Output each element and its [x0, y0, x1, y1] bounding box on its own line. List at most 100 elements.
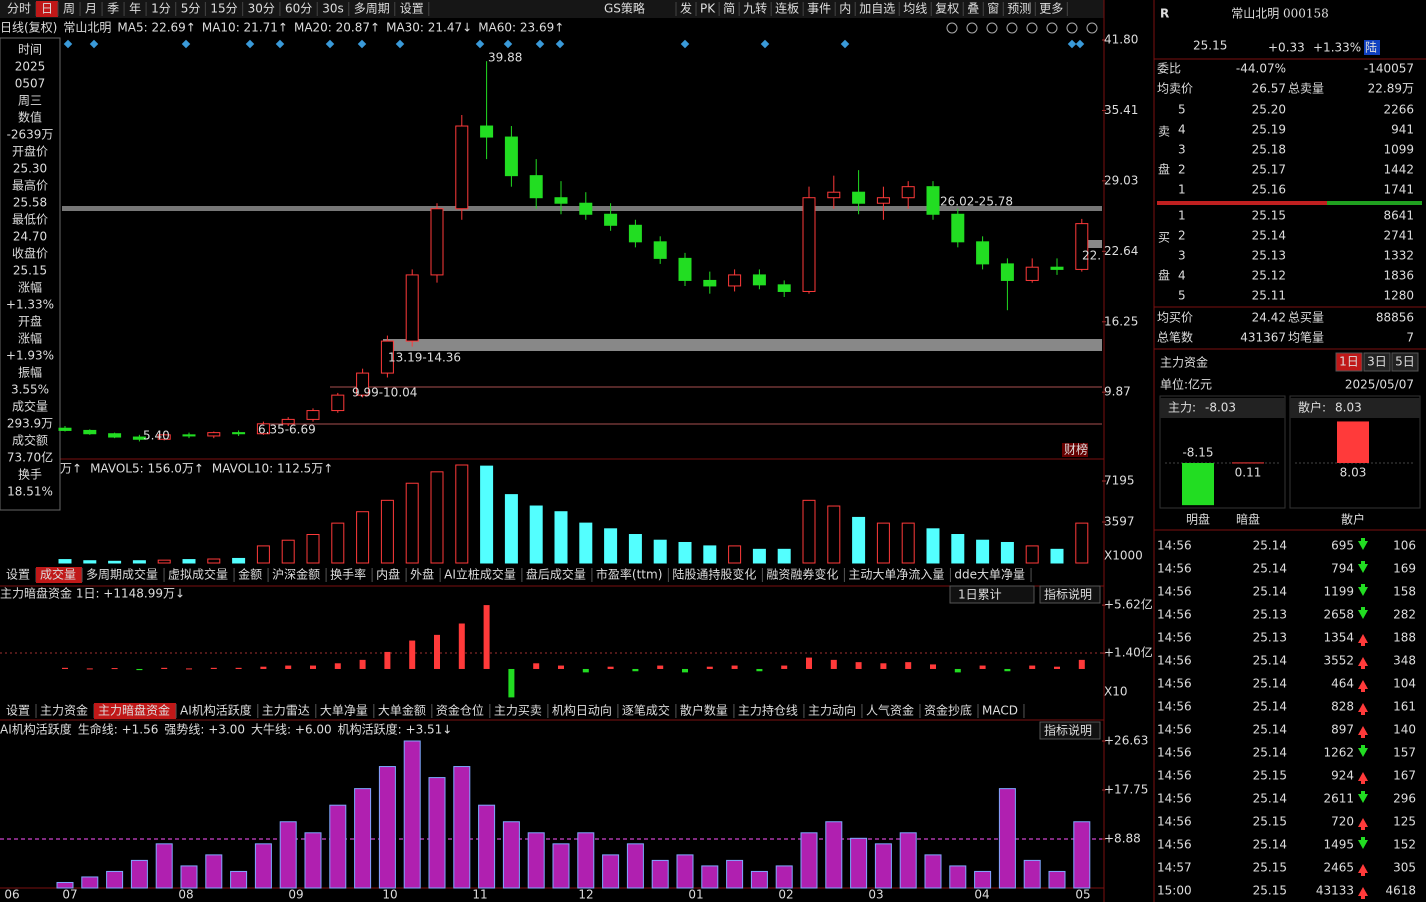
capital-bar-name: 明盘 [1186, 512, 1210, 527]
indicator-tab[interactable]: 陆股通持股变化 [672, 567, 756, 582]
indicator-tab[interactable]: 设置 [6, 704, 30, 718]
indicator-tab[interactable]: 多周期成交量 [86, 567, 158, 582]
indicator-tab[interactable]: 主力买卖 [494, 704, 542, 718]
chart-tool-icon[interactable] [1066, 22, 1078, 34]
indicator-tab[interactable]: 金额 [238, 567, 262, 582]
period-tab[interactable]: 30s [322, 2, 344, 16]
help-label[interactable]: 指标说明 [1044, 587, 1092, 602]
trade-price: 25.14 [1253, 654, 1287, 668]
capital-tab[interactable] [1391, 352, 1419, 372]
tool-button[interactable]: 窗 [987, 2, 999, 16]
help-label[interactable]: 指标说明 [1044, 723, 1092, 738]
tool-button[interactable]: PK [700, 2, 716, 16]
strategy-select[interactable]: GS策略 [604, 1, 645, 16]
indicator-tab[interactable]: 融资融券变化 [766, 567, 838, 582]
tool-button[interactable]: 加自选 [859, 2, 895, 16]
period-tab[interactable]: 周 [63, 2, 75, 16]
stock-title: 常山北明 000158 [1231, 7, 1329, 21]
capital-tab-label[interactable]: 5日 [1395, 355, 1415, 369]
indicator-tab[interactable]: 内盘 [376, 567, 400, 582]
capital-tab[interactable] [1363, 352, 1391, 372]
chart-tool-icon[interactable] [1026, 22, 1038, 34]
tool-button[interactable]: 事件 [807, 2, 831, 16]
indicator-tab[interactable]: 人气资金 [866, 703, 914, 718]
indicator-tab[interactable]: 散户数量 [680, 703, 728, 718]
chart-tool-icon[interactable] [1046, 22, 1058, 34]
indicator-tab[interactable]: AI机构活跃度 [180, 703, 252, 718]
period-tab[interactable]: 分时 [7, 2, 31, 16]
period-tab[interactable]: 5分 [181, 2, 201, 16]
ai-bar [998, 788, 1016, 889]
tool-button[interactable]: 简 [723, 2, 735, 16]
indicator-tab[interactable]: 大单金额 [378, 703, 426, 718]
period-tab[interactable]: 60分 [285, 2, 312, 16]
indicator-tab[interactable]: 资金抄底 [924, 703, 972, 718]
capital-tab[interactable] [1335, 352, 1363, 372]
indicator-tab[interactable]: 设置 [6, 568, 30, 582]
indicator-tab[interactable]: 主力暗盘资金 [98, 703, 170, 718]
tool-button[interactable]: 叠 [967, 2, 979, 16]
period-tab[interactable]: 月 [85, 2, 97, 16]
tool-button[interactable]: 九转 [743, 1, 767, 16]
indicator-tab[interactable]: 主力持仓线 [738, 703, 798, 718]
info-panel [0, 37, 61, 511]
indicator-tab[interactable]: 主力动向 [808, 703, 856, 718]
volume-bar [58, 559, 72, 564]
candle-body [1075, 223, 1089, 270]
indicator-tab[interactable]: 大单净量 [320, 704, 368, 718]
tool-button[interactable]: 更多 [1039, 2, 1063, 16]
chart-tool-icon[interactable] [966, 22, 978, 34]
chart-tool-icon[interactable] [946, 22, 958, 34]
period-tab[interactable]: 日 [41, 2, 53, 16]
capital-tab-label[interactable]: 3日 [1367, 355, 1387, 369]
badge[interactable]: 财榜 [1064, 442, 1088, 457]
help-button[interactable] [1039, 585, 1101, 604]
indicator-tab[interactable]: 逐笔成交 [622, 703, 670, 718]
indicator-tab[interactable]: 成交量 [40, 567, 76, 582]
tool-button[interactable]: 内 [839, 2, 851, 16]
indicator-tab[interactable]: 市盈率(ttm) [596, 567, 662, 582]
tool-button[interactable]: 连板 [775, 1, 799, 16]
trade-price: 25.15 [1253, 769, 1287, 783]
volume-bar [777, 548, 791, 564]
flow-bar [632, 668, 639, 672]
chart-tool-icon[interactable] [986, 22, 998, 34]
indicator-tab[interactable]: 主动大单净流入量 [848, 568, 944, 582]
tool-button[interactable]: 预测 [1007, 2, 1031, 16]
trade-price: 25.14 [1253, 792, 1287, 806]
indicator-tab[interactable]: 主力雷达 [262, 704, 310, 718]
candle-body [777, 284, 791, 292]
period-tab[interactable]: 年 [129, 2, 141, 16]
dropdown-label[interactable]: 1日累计 [958, 588, 1002, 602]
capital-tab-label[interactable]: 1日 [1339, 355, 1359, 369]
period-tab[interactable]: 1分 [151, 2, 171, 16]
indicator-tab[interactable]: 资金仓位 [436, 703, 484, 718]
indicator-tab[interactable]: 外盘 [410, 567, 434, 582]
period-tab[interactable]: 季 [107, 2, 119, 16]
period-tab[interactable]: 设置 [400, 2, 424, 16]
indicator-tab[interactable]: dde大单净量 [954, 568, 1025, 582]
indicator-tab[interactable]: 盘后成交量 [526, 567, 586, 582]
trade-arrow [1358, 584, 1368, 596]
x-tick-label: 09 [288, 888, 303, 902]
chart-tool-icon[interactable] [1086, 22, 1098, 34]
indicator-tab[interactable]: 机构日动向 [552, 703, 612, 718]
indicator-tab[interactable]: AI立桩成交量 [444, 567, 516, 582]
period-tab[interactable]: 30分 [248, 2, 275, 16]
info-label: 最低价 [12, 213, 48, 227]
indicator-tab[interactable]: MACD [982, 704, 1018, 718]
tool-button[interactable]: 均线 [903, 2, 927, 16]
chart-tool-icon[interactable] [1006, 22, 1018, 34]
indicator-tab[interactable]: 沪深金额 [272, 567, 320, 582]
period-tab[interactable]: 15分 [210, 2, 237, 16]
label-bg [1290, 398, 1420, 418]
tool-button[interactable]: 复权 [935, 2, 959, 16]
dropdown[interactable] [949, 585, 1035, 604]
help-button[interactable] [1039, 721, 1101, 740]
indicator-tab[interactable]: 主力资金 [40, 703, 88, 718]
indicator-tab[interactable]: 虚拟成交量 [168, 567, 228, 582]
period-tab[interactable]: 多周期 [354, 2, 390, 16]
volume-bar [405, 482, 419, 564]
tool-button[interactable]: 发 [680, 1, 692, 16]
indicator-tab[interactable]: 换手率 [330, 567, 366, 582]
